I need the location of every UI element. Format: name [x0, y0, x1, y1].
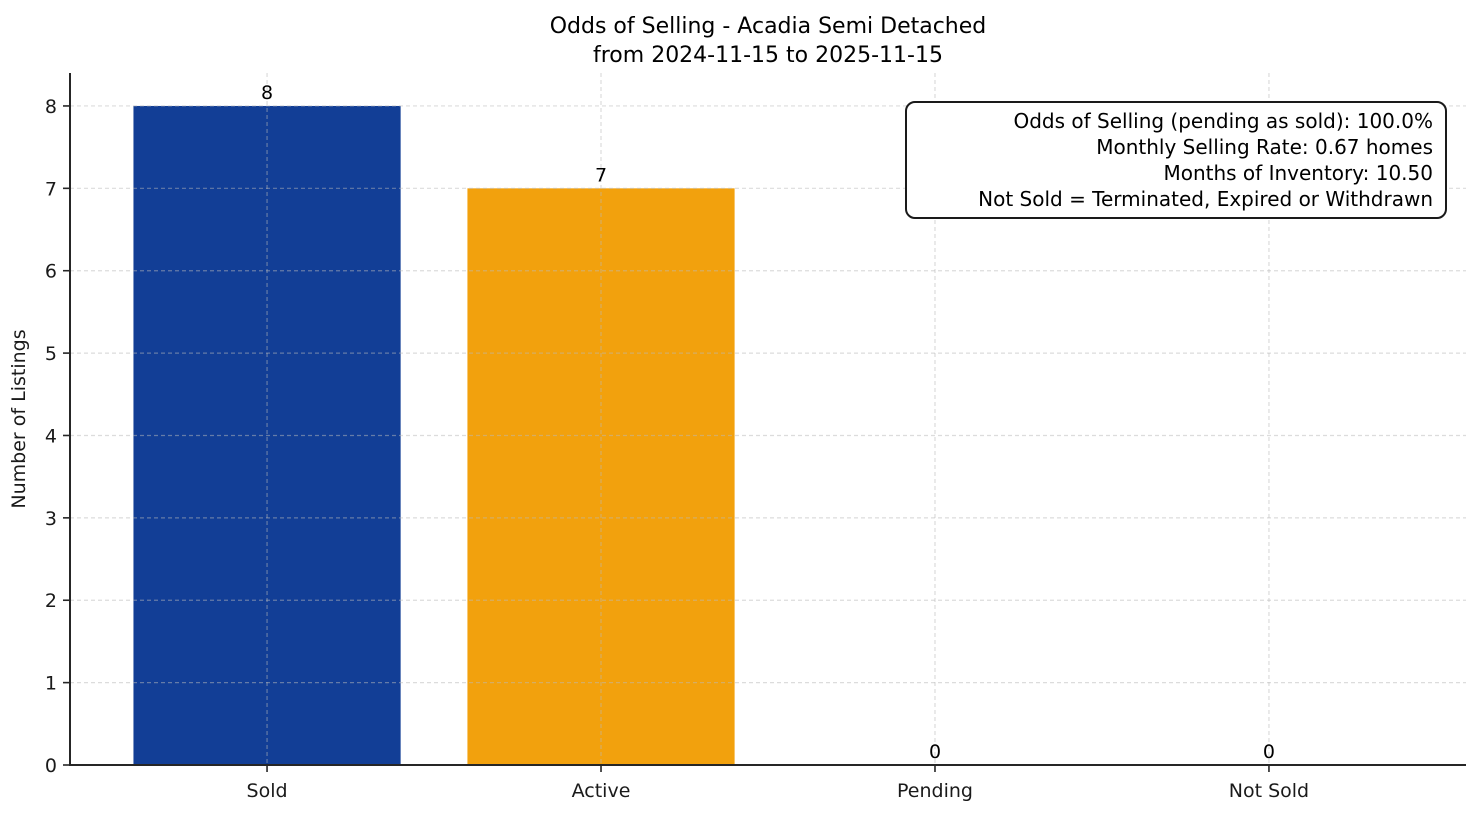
y-tick-label-5: 5 — [45, 343, 57, 365]
y-tick-label-0: 0 — [45, 755, 57, 777]
stats-annotation-box: Odds of Selling (pending as sold): 100.0… — [905, 101, 1447, 219]
y-tick-label-8: 8 — [45, 96, 57, 118]
bar-value-label-pending: 0 — [929, 741, 941, 763]
annotation-line-odds-of-selling: Odds of Selling (pending as sold): 100.0… — [1013, 109, 1433, 133]
annotation-line-months-of-inventory: Months of Inventory: 10.50 — [1163, 161, 1433, 185]
y-tick-label-4: 4 — [45, 425, 57, 447]
annotation-line-not-sold-definition: Not Sold = Terminated, Expired or Withdr… — [978, 187, 1433, 211]
chart-subtitle: from 2024-11-15 to 2025-11-15 — [593, 43, 943, 68]
chart-title-block: Odds of Selling - Acadia Semi Detached f… — [70, 12, 1466, 70]
y-tick-label-1: 1 — [45, 673, 57, 695]
x-tick-label-not-sold: Not Sold — [1229, 780, 1309, 802]
x-tick-label-active: Active — [572, 780, 631, 802]
y-tick-label-2: 2 — [45, 590, 57, 612]
y-tick-label-6: 6 — [45, 261, 57, 283]
y-tick-label-7: 7 — [45, 178, 57, 200]
annotation-line-monthly-selling-rate: Monthly Selling Rate: 0.67 homes — [1096, 135, 1433, 159]
x-tick-label-pending: Pending — [897, 780, 973, 802]
bar-value-label-sold: 8 — [261, 82, 273, 104]
bar-value-label-not-sold: 0 — [1263, 741, 1275, 763]
y-tick-label-3: 3 — [45, 508, 57, 530]
chart-title: Odds of Selling - Acadia Semi Detached — [549, 14, 987, 39]
bar-value-label-active: 7 — [595, 164, 607, 186]
x-tick-label-sold: Sold — [247, 780, 288, 802]
y-axis-label: Number of Listings — [8, 329, 30, 508]
